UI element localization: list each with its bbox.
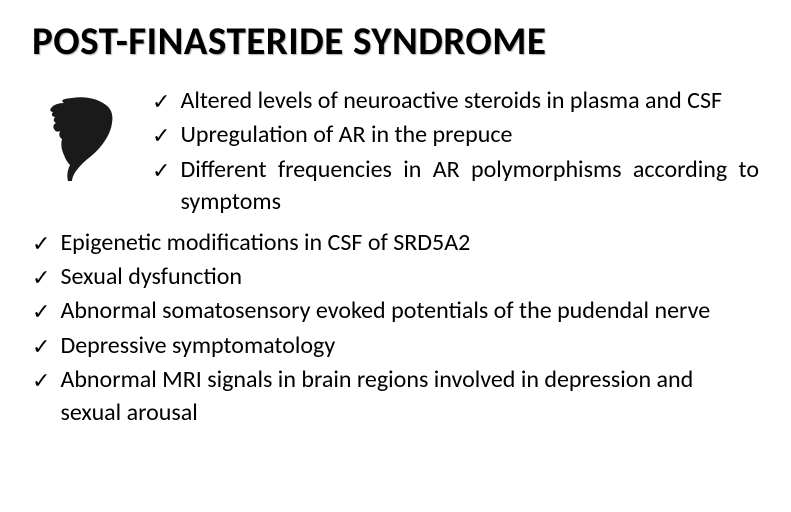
list-item: ✓ Sexual dysfunction	[32, 261, 759, 293]
list-item-text: Sexual dysfunction	[60, 261, 759, 293]
list-item: ✓ Different frequencies in AR polymorphi…	[152, 154, 759, 219]
bottom-list: ✓ Epigenetic modifications in CSF of SRD…	[32, 227, 759, 429]
icon-container	[32, 85, 132, 190]
list-item: ✓ Depressive symptomatology	[32, 330, 759, 362]
list-item-text: Different frequencies in AR polymorphism…	[180, 154, 759, 219]
list-item: ✓ Upregulation of AR in the prepuce	[152, 119, 759, 151]
list-item-text: Abnormal somatosensory evoked potentials…	[60, 295, 759, 327]
list-item: ✓ Abnormal somatosensory evoked potentia…	[32, 295, 759, 327]
head-profile-icon	[42, 95, 122, 185]
check-icon: ✓	[32, 366, 50, 396]
list-item: ✓ Abnormal MRI signals in brain regions …	[32, 364, 759, 429]
page-title: POST-FINASTERIDE SYNDROME	[32, 18, 759, 65]
list-item: ✓ Epigenetic modifications in CSF of SRD…	[32, 227, 759, 259]
check-icon: ✓	[32, 229, 50, 259]
check-icon: ✓	[32, 263, 50, 293]
list-item-text: Upregulation of AR in the prepuce	[180, 119, 759, 151]
check-icon: ✓	[152, 87, 170, 117]
check-icon: ✓	[152, 121, 170, 151]
check-icon: ✓	[32, 332, 50, 362]
list-item-text: Altered levels of neuroactive steroids i…	[180, 85, 759, 117]
list-item-text: Abnormal MRI signals in brain regions in…	[60, 364, 759, 429]
check-icon: ✓	[152, 156, 170, 186]
top-list: ✓ Altered levels of neuroactive steroids…	[152, 85, 759, 221]
top-section: ✓ Altered levels of neuroactive steroids…	[32, 85, 759, 221]
list-item: ✓ Altered levels of neuroactive steroids…	[152, 85, 759, 117]
list-item-text: Depressive symptomatology	[60, 330, 759, 362]
list-item-text: Epigenetic modifications in CSF of SRD5A…	[60, 227, 759, 259]
check-icon: ✓	[32, 297, 50, 327]
